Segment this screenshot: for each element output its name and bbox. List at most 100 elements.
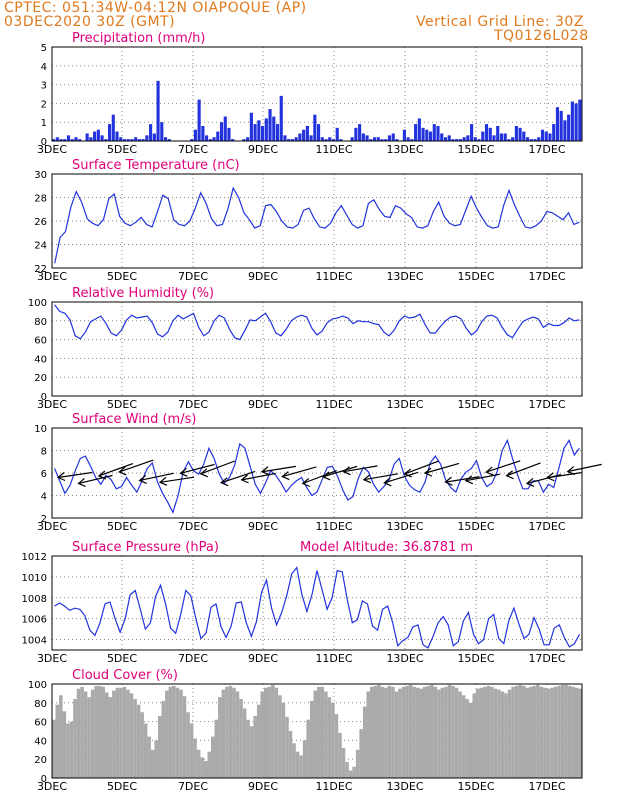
cloud-bar [186,712,190,778]
cloud-bar [490,686,494,778]
precip-bar [559,110,563,141]
cloud-bar [122,686,127,778]
x-tick-label: 15DEC [457,520,494,533]
precip-bar [432,124,436,141]
x-tick-label: 5DEC [107,652,137,665]
cloud-bar [461,695,466,778]
cloud-bar [458,691,462,778]
precip-bar [481,131,485,141]
header-date: 03DEC2020 30Z (GMT) [4,14,176,30]
precip-bar [313,114,317,141]
wind-arrow [138,472,174,485]
cloud-bar [352,766,356,778]
precip-bar [66,135,71,141]
y-tick-label: 20 [34,755,47,766]
plot-frame [51,46,583,142]
cloud-bar [511,686,515,778]
x-tick-label: 11DEC [315,143,352,156]
plot-frame [51,301,583,397]
wind-arrow [566,463,602,476]
x-tick-label: 17DEC [528,143,565,156]
precip-bar [387,135,392,141]
precip-bar [410,139,414,141]
panel-title: Surface Pressure (hPa) [72,540,219,555]
y-tick-label: 3 [41,81,47,92]
precip-bar [227,127,231,141]
precip-bar [574,103,578,141]
wind-line [54,438,580,514]
precip-bar [126,139,130,141]
cloud-bar [161,700,166,778]
x-tick-label: 17DEC [528,780,565,793]
cloud-bar [105,692,109,778]
wind-arrow [240,472,276,484]
precip-bar [283,135,287,141]
cloud-bar [377,684,381,778]
cloud-bar [264,687,268,778]
panel-temperature: 22 24 26 28 30 3DEC 5DEC 7DEC 9DEC 11DEC 13DEC 15DE… [34,158,583,283]
cloud-bar [412,686,416,778]
cloud-bar [419,688,423,778]
precip-bar [563,120,567,141]
precip-bar [242,139,246,141]
cloud-bar [154,740,158,778]
precip-bar [193,129,197,141]
precip-bar [376,137,380,141]
x-tick-label: 17DEC [528,520,565,533]
x-tick-label: 7DEC [178,398,208,411]
precip-bar [294,137,298,141]
y-tick-label: 24 [34,241,47,252]
precip-bar [425,129,429,141]
cloud-bar [271,684,275,778]
cloud-bar [384,687,388,778]
cloud-bar [90,689,95,778]
precip-bar [492,135,496,141]
precip-bar [261,125,265,141]
precip-bar [406,137,410,141]
precip-bar [507,139,511,141]
precip-bar [440,133,444,141]
header-vertical-grid: Vertical Grid Line: 30Z [416,14,584,30]
y-tick-label: 40 [34,354,47,365]
x-tick-label: 13DEC [386,520,423,533]
precip-bar [309,135,313,141]
wind-arrow [342,465,378,476]
x-tick-label: 7DEC [178,270,208,283]
y-tick-label: 5 [41,43,47,54]
x-tick-label: 7DEC [178,652,208,665]
wind-arrow [77,474,113,488]
x-tick-label: 13DEC [386,652,423,665]
cloud-bar [525,687,529,778]
precip-bar [212,137,216,141]
precip-bar [302,129,306,141]
precip-bar [567,114,571,141]
precip-bar [298,133,302,141]
cloud-bar [430,684,434,778]
precip-bar [287,139,291,141]
x-tick-label: 9DEC [248,652,278,665]
cloud-bar [564,684,568,778]
cloud-bar [313,690,317,778]
y-tick-label: 26 [34,217,47,228]
cloud-bar [76,688,81,778]
precip-bar [473,137,477,141]
x-tick-label: 9DEC [248,398,278,411]
cloud-bar [52,719,56,778]
header-source-location: CPTEC: 051:34W-04:12N OIAPOQUE (AP) [4,0,307,16]
precip-bar [372,137,377,141]
cloud-bar [309,700,314,778]
cloud-bar [341,747,346,778]
precip-bar [100,135,104,141]
cloud-bar [468,702,473,778]
cloud-bar [211,736,215,778]
wind-arrow [281,466,317,481]
cloud-bar [391,686,395,778]
precip-bar [436,125,440,141]
precip-bar [414,124,418,141]
precip-bar [484,124,489,141]
cloud-bar [553,686,558,778]
x-tick-label: 17DEC [528,652,565,665]
cloud-bar [444,686,448,778]
y-tick-label: 30 [34,170,47,181]
cloud-bar [401,686,406,778]
